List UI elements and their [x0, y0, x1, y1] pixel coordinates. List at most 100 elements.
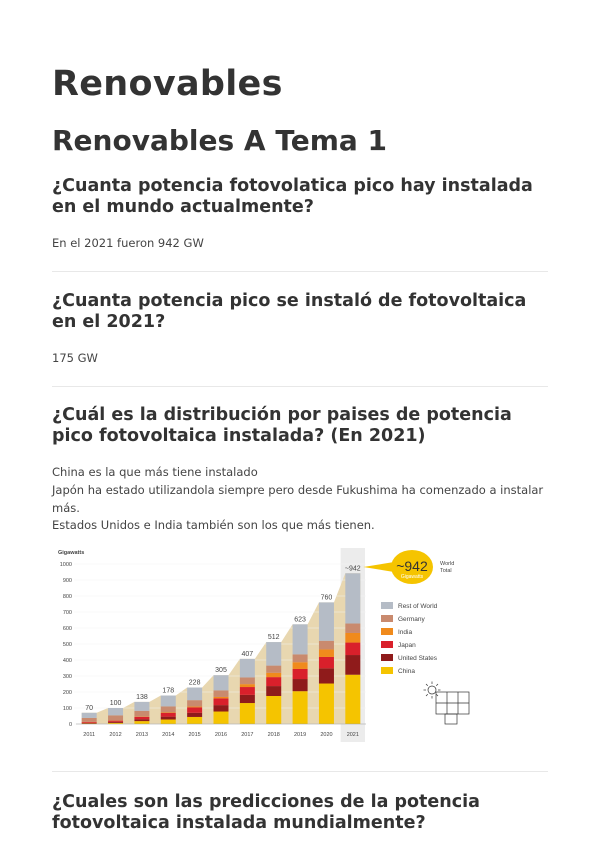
bar-segment-india-2016: [213, 696, 229, 699]
bar-segment-germany-2014: [160, 706, 176, 713]
legend-entry: China: [398, 668, 415, 675]
legend-swatch: [381, 615, 393, 622]
callout-label: Total: [440, 568, 452, 574]
divider: [52, 386, 548, 387]
bar-segment-japan-2013: [134, 716, 150, 720]
bar-segment-rest-of-world-2020: [318, 602, 334, 641]
bar-segment-germany-2018: [266, 665, 282, 673]
bar-segment-rest-of-world-2017: [239, 658, 255, 678]
bar-segment-india-2020: [318, 649, 334, 657]
y-tick-label: 200: [63, 690, 72, 696]
legend-swatch: [381, 602, 393, 609]
bar-segment-japan-2019: [292, 668, 308, 680]
total-label: 70: [85, 705, 93, 712]
bar-segment-germany-2016: [213, 690, 229, 697]
bar-segment-india-2021: [345, 632, 361, 643]
answer-3-line-1: China es la que más tiene instalado: [52, 465, 258, 479]
total-label: 138: [136, 694, 148, 701]
bar-segment-japan-2020: [318, 656, 334, 669]
y-tick-label: 900: [63, 578, 72, 584]
bar-segment-japan-2016: [213, 698, 229, 706]
bar-segment-india-2019: [292, 662, 308, 669]
bar-segment-united-states-2015: [187, 712, 203, 717]
bar-segment-japan-2011: [81, 722, 97, 723]
bar-segment-germany-2019: [292, 654, 308, 663]
total-label: 178: [162, 688, 174, 695]
page-subtitle: Renovables A Tema 1: [52, 124, 388, 157]
x-tick-label: 2016: [215, 732, 227, 738]
total-label: 407: [242, 651, 254, 658]
y-tick-label: 600: [63, 626, 72, 632]
callout-value: ~942: [396, 558, 428, 574]
question-3: ¿Cuál es la distribución por paises de p…: [52, 405, 512, 446]
y-axis-label: Gigawatts: [58, 550, 84, 556]
bar-segment-japan-2018: [266, 677, 282, 687]
callout-unit: Gigawatts: [401, 574, 424, 580]
solar-panel-icon: [425, 693, 429, 697]
bar-segment-japan-2021: [345, 642, 361, 656]
solar-panel-icon: [435, 683, 439, 687]
total-label: 100: [110, 700, 122, 707]
total-label: 760: [321, 594, 333, 601]
bar-segment-china-2014: [160, 719, 176, 724]
answer-1-line-1: En el 2021 fueron 942 GW: [52, 236, 204, 250]
pv-capacity-chart: 0 100 200 300 400 500 600 700 800 900 1000 Gigawatt…: [58, 548, 470, 742]
question-4: ¿Cuales son las predicciones de la poten…: [52, 792, 480, 833]
legend-swatch: [381, 628, 393, 635]
legend-swatch: [381, 641, 393, 648]
bar-segment-japan-2015: [187, 707, 203, 713]
answer-3-line-3: Estados Unidos e India también son los q…: [52, 518, 375, 532]
legend-entry: India: [398, 629, 412, 636]
legend-entry: Rest of World: [398, 603, 438, 610]
bar-segment-rest-of-world-2021: [345, 573, 361, 624]
bar-segment-germany-2011: [81, 717, 97, 722]
bar-segment-rest-of-world-2012: [108, 708, 124, 716]
bar-segment-germany-2017: [239, 677, 255, 685]
bar-segment-china-2015: [187, 716, 203, 724]
answer-3-line-2: Japón ha estado utilizandola siempre per…: [52, 483, 544, 515]
y-tick-label: 300: [63, 674, 72, 680]
x-tick-label: 2021: [347, 732, 359, 738]
bar-segment-united-states-2021: [345, 655, 361, 675]
total-label: 623: [294, 616, 306, 623]
bar-segment-india-2018: [266, 672, 282, 678]
bar-segment-germany-2013: [134, 710, 150, 717]
bar-segment-china-2020: [318, 683, 334, 724]
solar-panel-icon: [427, 685, 437, 695]
x-tick-label: 2011: [83, 732, 95, 738]
divider: [52, 271, 548, 272]
y-tick-label: 500: [63, 642, 72, 648]
bar-segment-germany-2021: [345, 623, 361, 633]
x-tick-label: 2019: [294, 732, 306, 738]
total-label: 305: [215, 667, 227, 674]
callout-label: World: [440, 561, 454, 567]
bar-segment-india-2015: [187, 706, 203, 708]
legend-entry: Japan: [398, 642, 416, 649]
legend-entry: Germany: [398, 616, 425, 623]
bar-segment-india-2017: [239, 684, 255, 688]
total-label: 512: [268, 634, 280, 641]
answer-2-line-1: 175 GW: [52, 351, 98, 365]
bar-segment-united-states-2013: [134, 719, 150, 722]
bar-segment-rest-of-world-2013: [134, 701, 150, 711]
solar-panel-icon: [425, 683, 429, 687]
total-label: ~942: [345, 565, 361, 572]
bar-segment-united-states-2020: [318, 668, 334, 684]
total-label: 228: [189, 680, 201, 687]
bar-segment-china-2018: [266, 696, 282, 724]
bar-segment-united-states-2014: [160, 716, 176, 720]
page-title: Renovables: [52, 64, 283, 104]
solar-panel-icon: [435, 693, 439, 697]
x-tick-label: 2015: [189, 732, 201, 738]
bar-segment-rest-of-world-2011: [81, 712, 97, 718]
x-tick-label: 2017: [241, 732, 253, 738]
cumulative-area: [81, 573, 361, 724]
bar-segment-japan-2012: [108, 720, 124, 722]
y-tick-label: 1000: [60, 562, 72, 568]
question-2: ¿Cuanta potencia pico se instaló de foto…: [52, 291, 527, 332]
bar-segment-china-2019: [292, 691, 308, 724]
question-1: ¿Cuanta potencia fotovolatica pico hay i…: [52, 176, 533, 217]
legend-swatch: [381, 654, 393, 661]
bar-segment-china-2017: [239, 703, 255, 724]
y-tick-label: 100: [63, 706, 72, 712]
